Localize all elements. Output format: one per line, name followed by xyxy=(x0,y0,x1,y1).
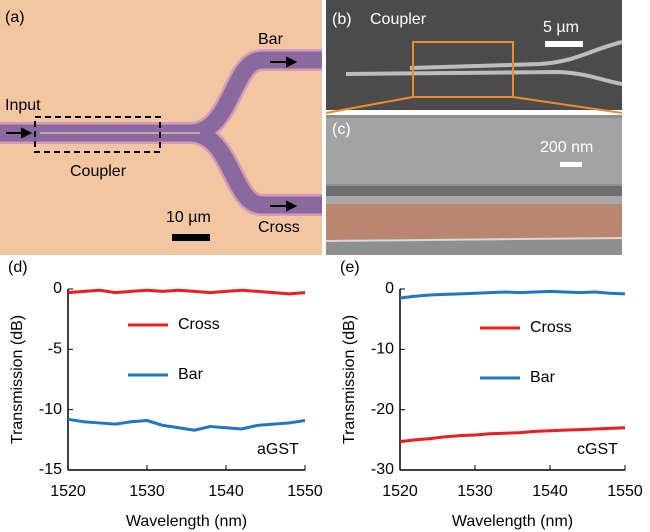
legend-label: Cross xyxy=(530,319,572,336)
scale-bar xyxy=(545,41,583,47)
panel-c: (c) 200 nm xyxy=(326,115,622,255)
y-tick-label: -10 xyxy=(39,401,62,418)
x-tick-label: 1530 xyxy=(457,483,493,500)
x-tick-label: 1520 xyxy=(50,483,86,500)
y-tick-label: 0 xyxy=(385,280,394,297)
x-tick-label: 1550 xyxy=(287,483,323,500)
y-tick-label: -15 xyxy=(39,461,62,478)
x-tick-label: 1520 xyxy=(382,483,418,500)
panel-label: (d) xyxy=(8,259,28,276)
label: Coupler xyxy=(370,11,427,28)
panel-label: (c) xyxy=(332,121,351,138)
data-line xyxy=(400,428,625,442)
panel-label: (a) xyxy=(5,9,25,26)
x-tick-label: 1540 xyxy=(208,483,244,500)
scale-bar xyxy=(172,234,210,241)
label: Cross xyxy=(258,219,300,236)
data-line xyxy=(400,291,625,298)
label: Bar xyxy=(258,31,284,48)
scale-bar xyxy=(560,162,582,167)
y-tick-label: -5 xyxy=(48,341,62,358)
annotation: cGST xyxy=(577,441,618,458)
region xyxy=(326,186,622,196)
y-axis-label: Transmission (dB) xyxy=(9,315,26,444)
data-line xyxy=(68,419,305,430)
scale-label: 5 µm xyxy=(543,19,579,36)
scale-label: 10 µm xyxy=(166,209,211,226)
label: Input xyxy=(5,97,41,114)
figure: (a) Input Bar Cross Coupler 10 µm (b) Co… xyxy=(0,0,650,532)
x-axis-label: Wavelength (nm) xyxy=(126,513,247,530)
charts: -15 -10 -5 0 1520 1530 1540 1550 Cross Bar Wavelen… xyxy=(8,259,643,530)
gst-region xyxy=(326,204,622,240)
y-axis-label: Transmission (dB) xyxy=(341,315,358,444)
legend-label: Cross xyxy=(178,316,220,333)
legend-label: Bar xyxy=(530,369,556,386)
x-tick-label: 1530 xyxy=(129,483,165,500)
x-tick-label: 1550 xyxy=(607,483,643,500)
label: Coupler xyxy=(70,163,127,180)
x-axis-label: Wavelength (nm) xyxy=(452,513,573,530)
panel-a: (a) Input Bar Cross Coupler 10 µm xyxy=(0,0,322,255)
x-tick-label: 1540 xyxy=(532,483,568,500)
region xyxy=(326,196,622,204)
panel-b: (b) Coupler 5 µm xyxy=(326,0,622,113)
annotation: aGST xyxy=(257,441,299,458)
data-line xyxy=(68,290,305,294)
panel-label: (b) xyxy=(332,11,352,28)
panel-label: (e) xyxy=(340,259,360,276)
y-tick-label: 0 xyxy=(53,280,62,297)
scale-label: 200 nm xyxy=(540,139,593,156)
y-tick-label: -10 xyxy=(371,341,394,358)
y-tick-label: -20 xyxy=(371,401,394,418)
legend-label: Bar xyxy=(178,366,204,383)
y-tick-label: -30 xyxy=(371,461,394,478)
